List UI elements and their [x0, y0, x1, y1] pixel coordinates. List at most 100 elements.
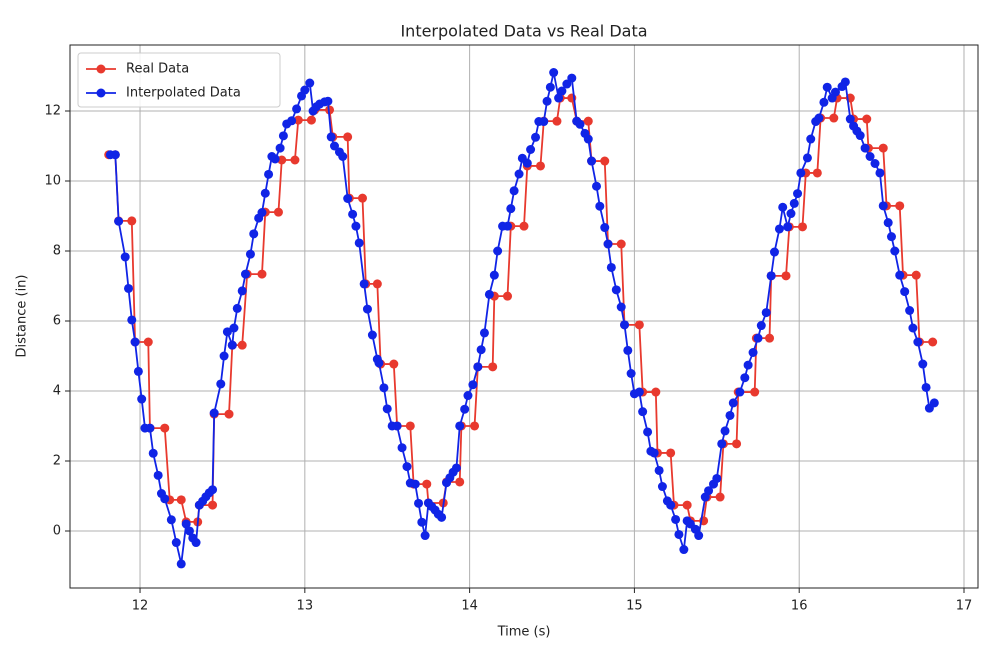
point: [732, 439, 742, 449]
point: [905, 305, 915, 315]
point: [812, 168, 822, 178]
point: [277, 155, 287, 165]
point: [878, 143, 888, 153]
point: [587, 156, 597, 166]
point: [171, 538, 181, 548]
point: [382, 404, 392, 414]
point: [222, 327, 232, 337]
point: [522, 158, 532, 168]
point: [181, 519, 191, 529]
point: [493, 246, 503, 256]
point: [913, 337, 923, 347]
point: [417, 517, 427, 527]
point: [562, 79, 572, 89]
point: [750, 387, 760, 397]
y-tick-label: 4: [53, 383, 61, 398]
point: [908, 323, 918, 333]
series-line: [110, 72, 935, 565]
point: [270, 154, 280, 164]
point: [208, 500, 218, 510]
point: [748, 347, 758, 357]
point: [704, 486, 714, 496]
point: [127, 216, 137, 226]
point: [855, 131, 865, 141]
point: [489, 270, 499, 280]
point: [549, 68, 559, 78]
point: [229, 323, 239, 333]
point: [623, 345, 633, 355]
point: [224, 409, 234, 419]
point: [797, 222, 807, 232]
point: [343, 194, 353, 204]
point: [484, 289, 494, 299]
y-tick-label: 8: [53, 244, 61, 259]
point: [634, 320, 644, 330]
point: [679, 545, 689, 555]
point: [473, 362, 483, 372]
point: [124, 283, 134, 293]
point: [666, 500, 676, 510]
point: [600, 156, 610, 166]
plot-frame: [69, 44, 979, 589]
point: [176, 495, 186, 505]
point: [526, 145, 536, 155]
point: [883, 218, 893, 228]
point: [422, 479, 432, 489]
point: [616, 239, 626, 249]
point: [488, 362, 498, 372]
point: [725, 410, 735, 420]
point: [545, 82, 555, 92]
point: [890, 246, 900, 256]
point: [379, 383, 389, 393]
point: [781, 271, 791, 281]
point: [918, 359, 928, 369]
point: [216, 379, 226, 389]
point: [911, 270, 921, 280]
point: [862, 114, 872, 124]
point: [290, 155, 300, 165]
y-tick-label: 0: [53, 523, 61, 538]
point: [514, 169, 524, 179]
point: [184, 526, 194, 536]
point: [329, 141, 339, 151]
point: [241, 269, 251, 279]
point: [778, 202, 788, 212]
point: [786, 209, 796, 219]
point: [542, 96, 552, 106]
point: [130, 337, 140, 347]
point: [634, 387, 644, 397]
point: [822, 82, 832, 92]
point: [539, 117, 549, 127]
point: [257, 269, 267, 279]
point: [338, 152, 348, 162]
point: [305, 78, 315, 88]
point: [717, 439, 727, 449]
point: [921, 382, 931, 392]
point: [796, 168, 806, 178]
point: [819, 97, 829, 107]
point: [865, 152, 875, 162]
point: [257, 208, 267, 218]
point: [735, 387, 745, 397]
x-tick-label: 12: [132, 599, 149, 614]
point: [359, 279, 369, 289]
point: [114, 216, 124, 226]
point: [830, 87, 840, 97]
legend-marker: [96, 88, 106, 98]
point: [451, 463, 461, 473]
point: [657, 482, 667, 492]
point: [509, 186, 519, 196]
point: [870, 159, 880, 169]
point: [389, 359, 399, 369]
point: [260, 188, 270, 198]
point: [603, 239, 613, 249]
point: [666, 448, 676, 458]
point: [626, 368, 636, 378]
point: [860, 143, 870, 153]
point: [463, 391, 473, 401]
point: [503, 291, 513, 301]
x-tick-label: 15: [626, 599, 643, 614]
point: [806, 134, 816, 144]
point: [237, 286, 247, 296]
point: [367, 330, 377, 340]
